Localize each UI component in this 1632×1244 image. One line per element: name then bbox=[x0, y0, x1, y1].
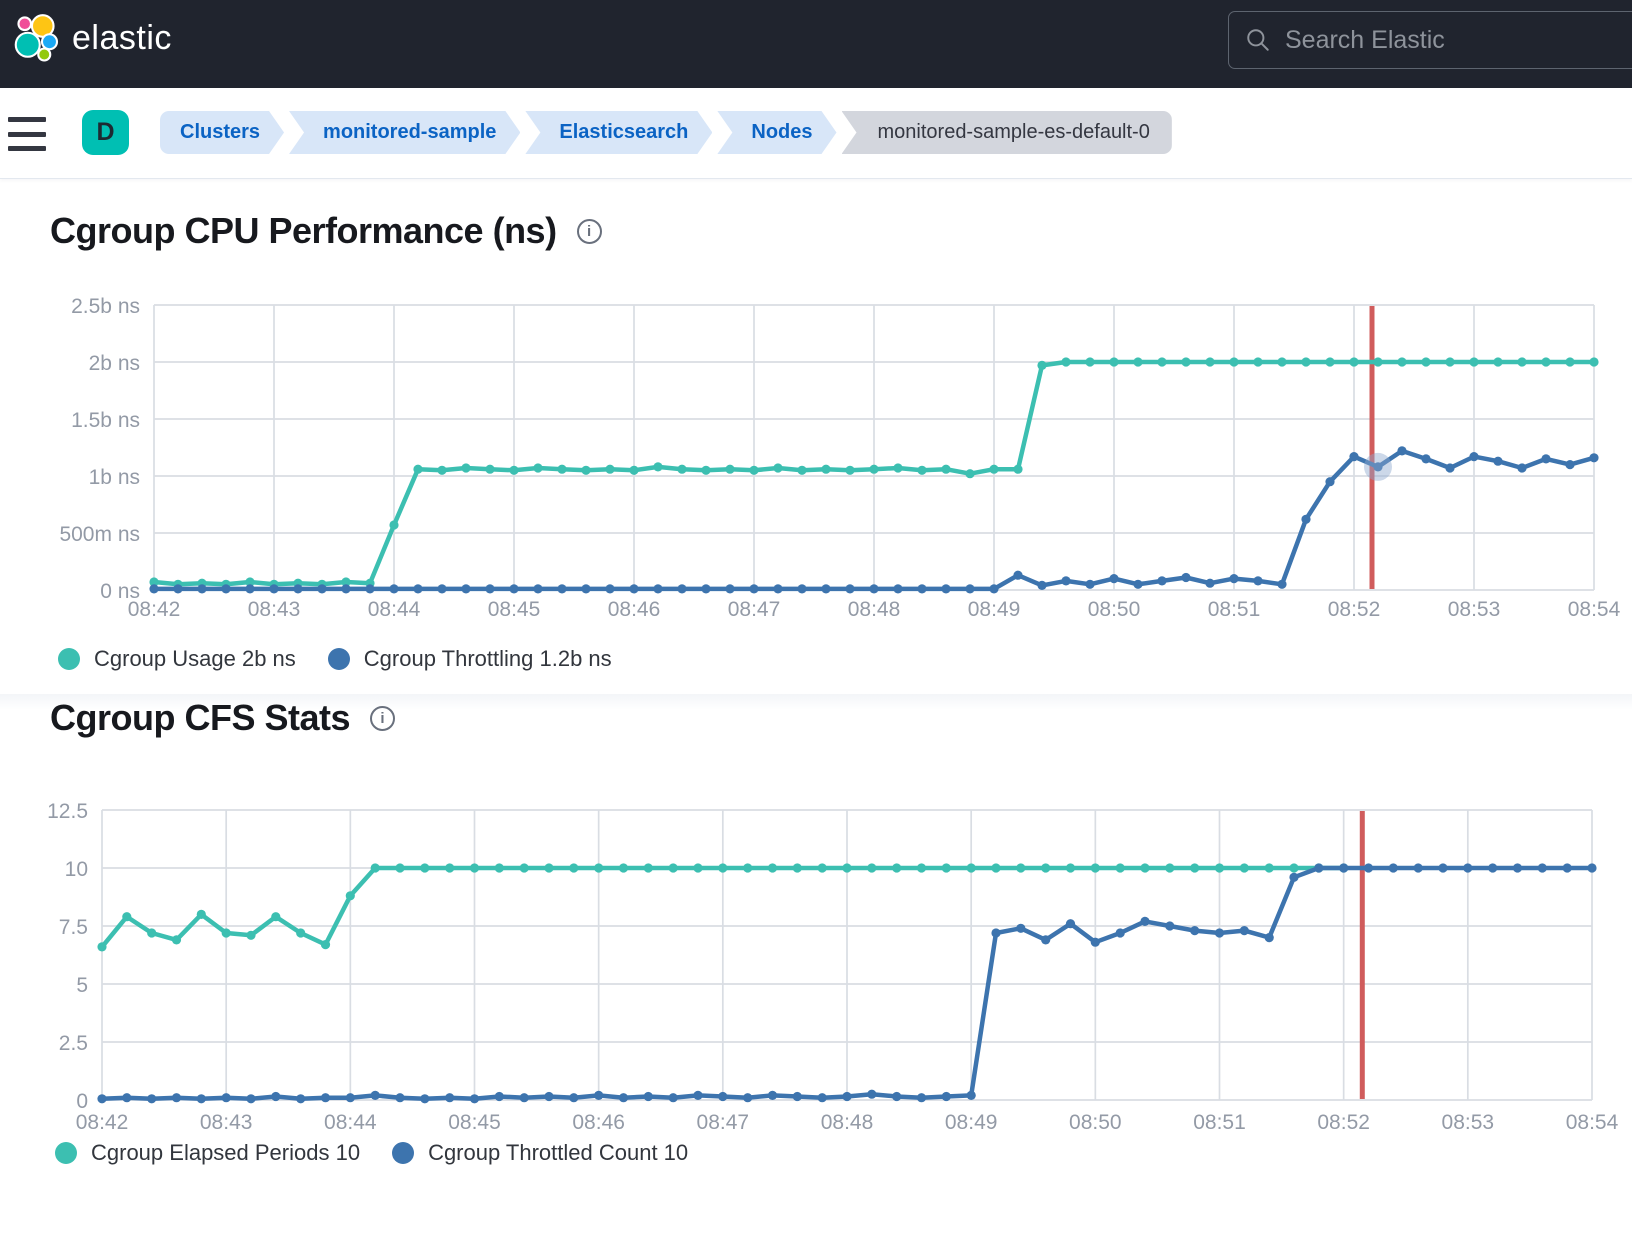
space-badge[interactable]: D bbox=[82, 110, 129, 155]
svg-text:08:46: 08:46 bbox=[608, 598, 661, 621]
svg-text:1.5b ns: 1.5b ns bbox=[71, 409, 140, 432]
svg-text:08:42: 08:42 bbox=[128, 598, 181, 621]
svg-text:08:47: 08:47 bbox=[697, 1111, 750, 1134]
svg-text:08:54: 08:54 bbox=[1568, 598, 1621, 621]
elastic-home-link[interactable]: elastic bbox=[12, 14, 172, 62]
svg-text:08:44: 08:44 bbox=[324, 1111, 377, 1134]
info-icon[interactable]: i bbox=[576, 218, 602, 244]
breadcrumb: Clusters monitored-sample Elasticsearch … bbox=[160, 111, 1177, 154]
svg-text:08:52: 08:52 bbox=[1317, 1111, 1370, 1134]
svg-text:08:51: 08:51 bbox=[1208, 598, 1261, 621]
elastic-logo-icon bbox=[14, 14, 59, 62]
svg-text:08:48: 08:48 bbox=[848, 598, 901, 621]
svg-text:08:47: 08:47 bbox=[728, 598, 781, 621]
legend-item-cgroup-usage[interactable]: Cgroup Usage 2b ns bbox=[58, 646, 296, 672]
svg-text:08:53: 08:53 bbox=[1448, 598, 1501, 621]
svg-text:2.5b ns: 2.5b ns bbox=[71, 295, 140, 318]
blue-legend-dot-icon bbox=[327, 648, 350, 670]
svg-text:08:46: 08:46 bbox=[572, 1111, 625, 1134]
brand-wordmark: elastic bbox=[72, 18, 172, 57]
svg-text:08:49: 08:49 bbox=[945, 1111, 998, 1134]
legend-label: Cgroup Throttled Count 10 bbox=[428, 1140, 689, 1165]
cfs-chart-legend: Cgroup Elapsed Periods 10 Cgroup Throttl… bbox=[55, 1140, 688, 1166]
svg-text:12.5: 12.5 bbox=[47, 800, 88, 823]
cfs-chart-title: Cgroup CFS Stats bbox=[50, 697, 351, 738]
cgroup-cpu-performance-chart[interactable]: 08:42 08:43 08:44 08:45 08:46 08:47 08:48 08:49… bbox=[0, 260, 1632, 632]
svg-text:08:43: 08:43 bbox=[248, 598, 301, 621]
svg-text:1b ns: 1b ns bbox=[89, 466, 140, 489]
svg-text:08:45: 08:45 bbox=[448, 1111, 501, 1134]
teal-legend-dot-icon bbox=[55, 1142, 77, 1164]
teal-legend-dot-icon bbox=[58, 648, 80, 670]
svg-text:2.5: 2.5 bbox=[59, 1032, 88, 1055]
svg-text:2b ns: 2b ns bbox=[89, 352, 140, 375]
search-icon bbox=[1247, 29, 1269, 51]
svg-text:08:52: 08:52 bbox=[1328, 598, 1381, 621]
search-placeholder: Search Elastic bbox=[1285, 25, 1445, 54]
legend-label: Cgroup Throttling 1.2b ns bbox=[363, 646, 612, 671]
svg-text:10: 10 bbox=[65, 858, 88, 881]
svg-text:08:42: 08:42 bbox=[76, 1111, 129, 1134]
svg-text:08:49: 08:49 bbox=[968, 598, 1021, 621]
menu-hamburger-button[interactable] bbox=[8, 117, 46, 151]
cgroup-cfs-stats-chart[interactable]: 08:42 08:43 08:44 08:45 08:46 08:47 08:48 08:49… bbox=[0, 760, 1632, 1145]
legend-item-cgroup-elapsed-periods[interactable]: Cgroup Elapsed Periods 10 bbox=[55, 1140, 360, 1166]
global-search-input[interactable]: Search Elastic bbox=[1228, 11, 1632, 69]
cfs-chart-header: Cgroup CFS Stats i bbox=[50, 697, 396, 739]
svg-text:08:45: 08:45 bbox=[488, 598, 541, 621]
breadcrumb-clusters[interactable]: Clusters bbox=[160, 111, 284, 154]
svg-text:08:43: 08:43 bbox=[200, 1111, 253, 1134]
legend-item-cgroup-throttled-count[interactable]: Cgroup Throttled Count 10 bbox=[392, 1140, 688, 1166]
legend-label: Cgroup Elapsed Periods 10 bbox=[91, 1140, 361, 1165]
svg-text:08:50: 08:50 bbox=[1069, 1111, 1122, 1134]
legend-item-cgroup-throttling[interactable]: Cgroup Throttling 1.2b ns bbox=[327, 646, 612, 672]
info-icon[interactable]: i bbox=[370, 705, 396, 731]
breadcrumb-monitored-sample[interactable]: monitored-sample bbox=[289, 111, 520, 154]
cpu-chart-legend: Cgroup Usage 2b ns Cgroup Throttling 1.2… bbox=[58, 646, 612, 672]
breadcrumb-elasticsearch[interactable]: Elasticsearch bbox=[525, 111, 712, 154]
svg-text:08:51: 08:51 bbox=[1193, 1111, 1246, 1134]
cpu-chart-header: Cgroup CPU Performance (ns) i bbox=[50, 210, 602, 252]
top-header: elastic Search Elastic bbox=[0, 0, 1632, 88]
legend-label: Cgroup Usage 2b ns bbox=[94, 646, 296, 671]
cpu-chart-title: Cgroup CPU Performance (ns) bbox=[50, 210, 557, 251]
svg-text:08:50: 08:50 bbox=[1088, 598, 1141, 621]
svg-text:5: 5 bbox=[76, 974, 88, 997]
blue-legend-dot-icon bbox=[392, 1142, 415, 1164]
breadcrumb-nodes[interactable]: Nodes bbox=[717, 111, 836, 154]
svg-text:500m ns: 500m ns bbox=[59, 523, 140, 546]
svg-text:08:48: 08:48 bbox=[821, 1111, 874, 1134]
section-divider bbox=[0, 694, 1632, 710]
svg-text:08:53: 08:53 bbox=[1442, 1111, 1495, 1134]
svg-text:08:44: 08:44 bbox=[368, 598, 421, 621]
breadcrumb-current-node: monitored-sample-es-default-0 bbox=[841, 111, 1172, 154]
svg-text:0 ns: 0 ns bbox=[100, 580, 140, 603]
svg-text:7.5: 7.5 bbox=[59, 916, 88, 939]
svg-text:0: 0 bbox=[76, 1090, 88, 1113]
svg-text:08:54: 08:54 bbox=[1566, 1111, 1619, 1134]
